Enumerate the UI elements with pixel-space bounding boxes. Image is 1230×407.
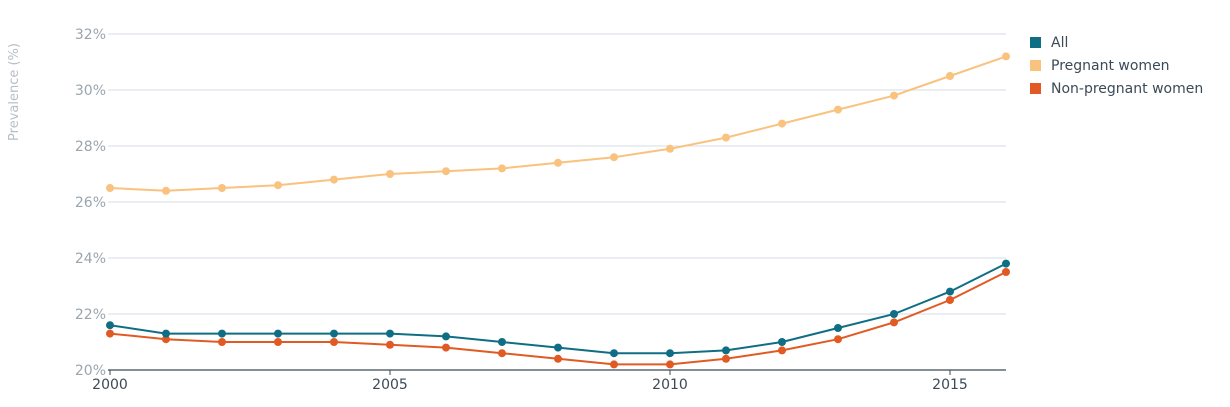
data-point-non-pregnant-women[interactable] xyxy=(274,338,282,346)
data-point-pregnant-women[interactable] xyxy=(1002,52,1010,61)
series-pregnant-women xyxy=(106,52,1010,195)
y-tick-label: 20% xyxy=(75,363,106,379)
series-non-pregnant-women xyxy=(106,268,1010,369)
x-tick-label: 2010 xyxy=(652,377,688,393)
legend-item-all[interactable]: All xyxy=(1030,35,1068,51)
data-point-pregnant-women[interactable] xyxy=(498,164,506,173)
data-point-non-pregnant-women[interactable] xyxy=(442,343,450,352)
data-point-all[interactable] xyxy=(554,343,562,352)
x-axis-ticks: 2000 2005 2010 2015 xyxy=(92,370,968,393)
legend: All Pregnant women Non-pregnant women xyxy=(1030,35,1203,97)
legend-label: Pregnant women xyxy=(1051,58,1170,74)
data-point-non-pregnant-women[interactable] xyxy=(722,354,730,363)
gridlines xyxy=(108,33,1006,371)
data-point-non-pregnant-women[interactable] xyxy=(1002,268,1010,276)
data-point-non-pregnant-women[interactable] xyxy=(162,335,170,344)
data-point-pregnant-women[interactable] xyxy=(162,186,170,195)
data-point-all[interactable] xyxy=(610,349,618,358)
y-tick-label: 26% xyxy=(75,195,106,211)
data-point-non-pregnant-women[interactable] xyxy=(106,329,114,338)
data-point-all[interactable] xyxy=(946,287,954,296)
data-point-all[interactable] xyxy=(442,332,450,341)
series-all xyxy=(106,259,1010,358)
data-point-non-pregnant-women[interactable] xyxy=(386,340,394,349)
data-point-all[interactable] xyxy=(722,346,730,355)
x-tick-label: 2000 xyxy=(92,377,128,393)
data-point-all[interactable] xyxy=(330,329,338,338)
data-point-non-pregnant-women[interactable] xyxy=(946,296,954,304)
x-tick-label: 2015 xyxy=(932,377,968,393)
y-tick-label: 22% xyxy=(75,307,106,323)
data-point-pregnant-women[interactable] xyxy=(218,184,226,192)
legend-item-pregnant-women[interactable]: Pregnant women xyxy=(1030,58,1170,74)
data-point-non-pregnant-women[interactable] xyxy=(890,318,898,327)
data-point-non-pregnant-women[interactable] xyxy=(610,360,618,369)
data-point-all[interactable] xyxy=(386,329,394,338)
data-point-pregnant-women[interactable] xyxy=(330,175,338,184)
data-point-all[interactable] xyxy=(274,329,282,338)
data-point-all[interactable] xyxy=(890,310,898,318)
data-point-pregnant-women[interactable] xyxy=(554,158,562,167)
data-point-pregnant-women[interactable] xyxy=(274,181,282,190)
data-point-pregnant-women[interactable] xyxy=(834,105,842,114)
series-lines xyxy=(106,52,1010,369)
data-point-all[interactable] xyxy=(834,324,842,332)
data-point-all[interactable] xyxy=(106,321,114,330)
data-point-non-pregnant-women[interactable] xyxy=(330,338,338,346)
data-point-pregnant-women[interactable] xyxy=(386,170,394,178)
data-point-pregnant-women[interactable] xyxy=(890,91,898,100)
y-tick-label: 24% xyxy=(75,251,106,267)
data-point-non-pregnant-women[interactable] xyxy=(554,354,562,363)
data-point-all[interactable] xyxy=(666,349,674,358)
data-point-pregnant-women[interactable] xyxy=(946,72,954,80)
series-line-pregnant-women xyxy=(109,55,1007,192)
y-axis-ticks: 20% 22% 24% 26% 28% 30% 32% xyxy=(75,27,106,379)
y-tick-label: 28% xyxy=(75,139,106,155)
data-point-non-pregnant-women[interactable] xyxy=(498,349,506,358)
legend-label: All xyxy=(1051,35,1068,51)
legend-swatch xyxy=(1030,37,1041,48)
x-tick-label: 2005 xyxy=(372,377,408,393)
legend-label: Non-pregnant women xyxy=(1051,81,1203,97)
y-tick-label: 30% xyxy=(75,83,106,99)
y-tick-label: 32% xyxy=(75,27,106,43)
legend-item-non-pregnant-women[interactable]: Non-pregnant women xyxy=(1030,81,1203,97)
data-point-pregnant-women[interactable] xyxy=(778,119,786,128)
data-point-non-pregnant-women[interactable] xyxy=(834,335,842,344)
legend-swatch xyxy=(1030,83,1041,94)
data-point-all[interactable] xyxy=(162,329,170,338)
series-line-all xyxy=(109,262,1007,355)
data-point-all[interactable] xyxy=(498,338,506,346)
data-point-pregnant-women[interactable] xyxy=(442,167,450,176)
data-point-non-pregnant-women[interactable] xyxy=(666,360,674,369)
data-point-pregnant-women[interactable] xyxy=(722,133,730,142)
data-point-all[interactable] xyxy=(778,338,786,346)
data-point-all[interactable] xyxy=(218,329,226,338)
data-point-non-pregnant-women[interactable] xyxy=(218,338,226,346)
data-point-non-pregnant-women[interactable] xyxy=(778,346,786,355)
data-point-pregnant-women[interactable] xyxy=(610,153,618,162)
data-point-pregnant-women[interactable] xyxy=(106,184,114,192)
y-axis-label: Prevalence (%) xyxy=(7,43,22,141)
data-point-pregnant-women[interactable] xyxy=(666,144,674,153)
data-point-all[interactable] xyxy=(1002,259,1010,268)
legend-swatch xyxy=(1030,60,1041,71)
